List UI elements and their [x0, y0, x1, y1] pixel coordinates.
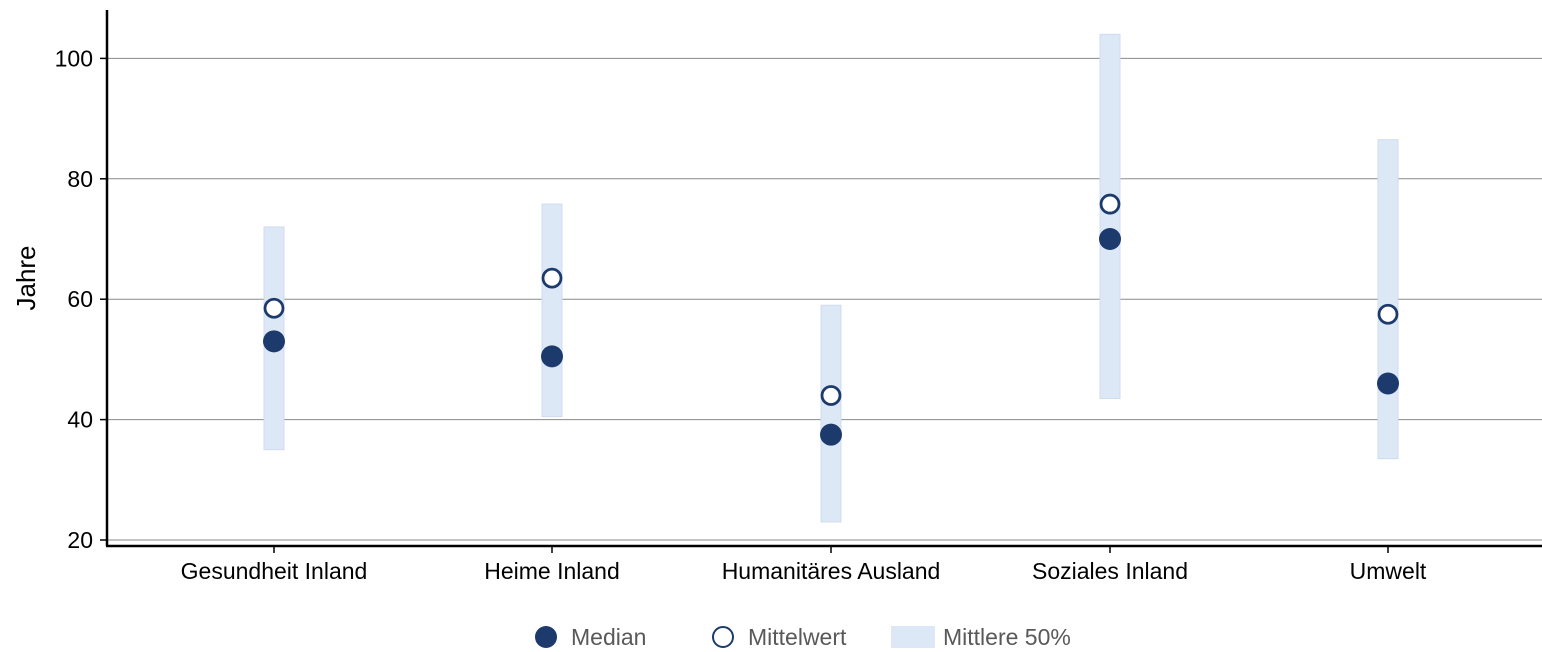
x-tick-label: Umwelt: [1350, 558, 1427, 584]
range-bar-icon: [891, 626, 935, 648]
legend-label-mean: Mittelwert: [748, 623, 847, 650]
chart-area: 20 40 60 80 100 Gesundheit Inland Heime Inlan…: [11, 10, 1542, 584]
range-bar-4: [1377, 139, 1399, 460]
x-tick-label: Heime Inland: [484, 558, 620, 584]
legend-label-median: Median: [571, 623, 647, 650]
mean-marker-4: [1377, 303, 1399, 325]
mean-marker-3: [1099, 193, 1121, 215]
range-bar-2: [820, 304, 842, 523]
legend-item-median: Median: [535, 622, 646, 652]
legend-item-mean: Mittelwert: [712, 622, 846, 652]
range-bar-3: [1099, 33, 1121, 400]
axes: [100, 10, 1542, 553]
y-tick-label-80: 80: [67, 166, 93, 192]
mean-markers: [263, 193, 1399, 406]
y-axis-title: Jahre: [11, 245, 41, 310]
y-tick-labels: 20 40 60 80 100: [55, 45, 93, 553]
mean-marker-2: [820, 385, 842, 406]
y-tick-label-60: 60: [67, 286, 93, 312]
open-circle-icon: [712, 626, 734, 648]
gridlines: [107, 57, 1542, 541]
median-markers: [263, 228, 1399, 446]
mean-marker-0: [263, 297, 285, 319]
x-tick-label: Humanitäres Ausland: [722, 558, 941, 584]
interquartile-bars: [263, 33, 1399, 523]
median-marker-2: [820, 423, 842, 446]
median-marker-3: [1099, 228, 1121, 250]
mean-marker-1: [541, 267, 563, 289]
x-tick-label: Soziales Inland: [1032, 558, 1188, 584]
filled-circle-icon: [535, 626, 557, 648]
y-tick-label-20: 20: [67, 527, 93, 553]
median-marker-0: [263, 330, 285, 353]
median-marker-1: [541, 345, 563, 368]
range-bar-1: [541, 203, 563, 418]
x-tick-labels: Gesundheit Inland Heime Inland Humanitäres…: [181, 558, 1427, 584]
x-tick-label: Gesundheit Inland: [181, 558, 368, 584]
legend-label-range: Mittlere 50%: [943, 623, 1071, 650]
legend: Median Mittelwert Mittlere 50%: [0, 622, 1542, 652]
y-tick-label-40: 40: [67, 407, 93, 433]
median-marker-4: [1377, 372, 1399, 395]
y-tick-label-100: 100: [55, 45, 93, 71]
legend-item-range: Mittlere 50%: [891, 622, 1071, 652]
